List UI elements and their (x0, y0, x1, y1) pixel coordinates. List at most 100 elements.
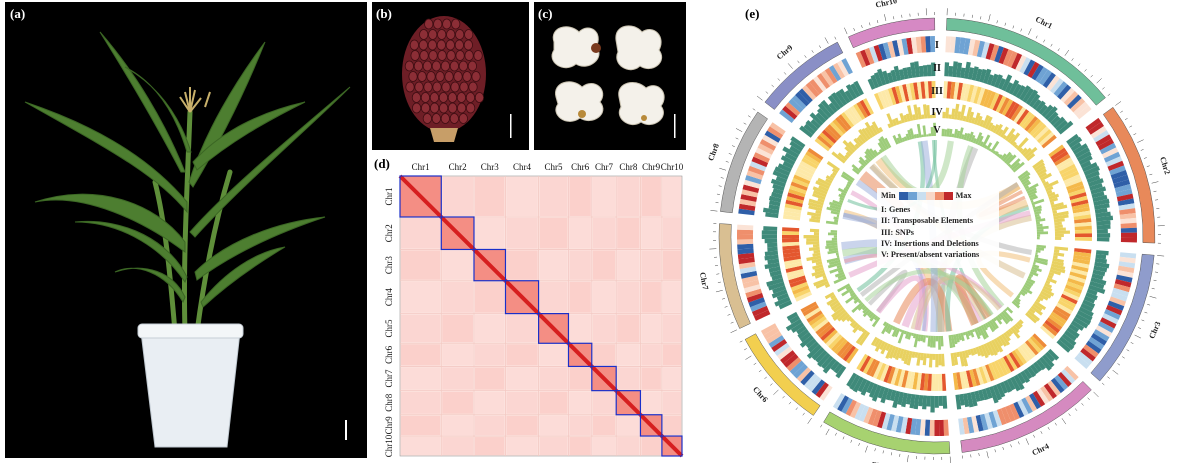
te-density-bin (1041, 354, 1055, 368)
scale-tick (1071, 58, 1074, 61)
snp-density-bin (976, 87, 986, 105)
pav-density-bin (830, 210, 840, 216)
te-density-bin (822, 358, 837, 374)
gene-density-bin (886, 414, 895, 431)
interchromosomal-block (401, 415, 441, 436)
te-density-bin (959, 67, 966, 79)
pav-density-bin (962, 332, 966, 336)
kernel (409, 39, 419, 51)
indel-density-bin (1052, 255, 1058, 259)
scale-tick (858, 442, 860, 446)
te-density-bin (918, 65, 924, 77)
diagonal-signal (614, 389, 642, 417)
chromosome-label: Chr7 (700, 271, 710, 290)
snp-density-bin (1052, 150, 1069, 163)
indel-density-bin (914, 352, 919, 358)
scale-tick (1068, 413, 1071, 417)
hic-left-label: Chr2 (384, 224, 394, 242)
gene-density-bin (777, 346, 793, 360)
kernel (464, 50, 474, 61)
interchromosomal-block (474, 281, 505, 313)
panel-e-circos-plot: Chr1Chr2Chr3Chr4Chr5Chr6Chr7Chr8Chr9Chr1… (700, 0, 1179, 463)
chromosome-label: Chr3 (1147, 320, 1162, 340)
gene-density-bin (745, 288, 763, 298)
snp-density-bin (862, 357, 874, 374)
pav-density-bin (837, 187, 848, 195)
legend-scale-swatch (907, 191, 917, 200)
snp-density-bin (979, 88, 989, 106)
indel-density-bin (978, 345, 985, 357)
pav-density-bin (1017, 292, 1022, 297)
pav-density-bin (864, 158, 870, 164)
chromosome-label: Chr6 (751, 385, 770, 404)
te-density-bin (1056, 339, 1071, 353)
snp-density-bin (1074, 221, 1092, 227)
hic-left-label: Chr8 (384, 393, 394, 412)
indel-density-bin (829, 173, 836, 179)
pav-density-bin (1032, 204, 1036, 208)
te-density-bin (885, 388, 893, 401)
te-density-bin (768, 204, 780, 211)
snp-density-bin (1050, 147, 1067, 161)
indel-density-bin (1049, 269, 1062, 276)
indel-density-bin (856, 136, 864, 146)
snp-density-bin (801, 157, 819, 170)
te-density-bin (845, 84, 858, 100)
scale-tick (1141, 319, 1145, 322)
pav-density-bin (828, 259, 841, 266)
snp-density-bin (804, 307, 821, 320)
scale-tick (1043, 39, 1046, 43)
plant-illustration (5, 2, 367, 458)
panel-c-popcorn-photo (534, 2, 686, 150)
snp-density-bin (829, 121, 844, 137)
indel-density-bin (967, 349, 972, 356)
pav-density-bin (1021, 286, 1033, 295)
pav-density-bin (922, 335, 926, 343)
pav-density-bin (827, 262, 842, 269)
snp-density-bin (1011, 350, 1024, 367)
snp-density-bin (1066, 281, 1084, 291)
interchromosomal-block (617, 217, 640, 249)
gene-density-bin (789, 360, 805, 375)
scale-tick (747, 115, 751, 118)
chromosome-frame (567, 342, 593, 368)
snp-density-bin (840, 112, 855, 128)
te-density-bin (974, 390, 981, 402)
gene-density-bin (910, 37, 918, 54)
hic-top-label: Chr9 (642, 162, 661, 172)
gene-density-bin (985, 43, 995, 60)
indel-density-bin (826, 297, 838, 306)
chromosome-frame (537, 313, 570, 344)
scale-tick (722, 298, 726, 300)
indel-density-bin (880, 342, 889, 355)
circos-svg: Chr1Chr2Chr3Chr4Chr5Chr6Chr7Chr8Chr9Chr1… (700, 0, 1172, 463)
gene-density-bin (979, 413, 989, 431)
te-density-bin (909, 393, 916, 409)
pav-density-bin (1019, 172, 1031, 181)
te-density-bin (846, 372, 858, 388)
kernel (454, 39, 464, 51)
indel-density-bin (858, 128, 869, 142)
indel-density-bin (1005, 330, 1012, 338)
pav-density-bin (930, 335, 934, 348)
snp-density-bin (782, 238, 800, 243)
indel-density-bin (822, 275, 827, 280)
gene-density-bin (749, 161, 767, 172)
snp-density-bin (953, 82, 960, 100)
te-density-bin (1085, 170, 1100, 180)
chromosome-ideogram (823, 411, 951, 455)
indel-density-bin (975, 346, 982, 357)
legend-scale-swatch (898, 191, 908, 200)
snp-density-bin (817, 324, 834, 339)
scale-tick (773, 389, 779, 395)
indel-density-bin (837, 152, 848, 162)
indel-density-bin (860, 327, 866, 333)
snp-density-bin (894, 85, 903, 104)
snp-density-bin (833, 339, 848, 355)
indel-density-bin (853, 137, 862, 147)
scale-tick (1061, 418, 1067, 425)
indel-density-bin (1033, 162, 1046, 172)
snp-density-bin (997, 358, 1008, 376)
snp-density-bin (784, 262, 803, 270)
pav-density-bin (1009, 158, 1021, 169)
